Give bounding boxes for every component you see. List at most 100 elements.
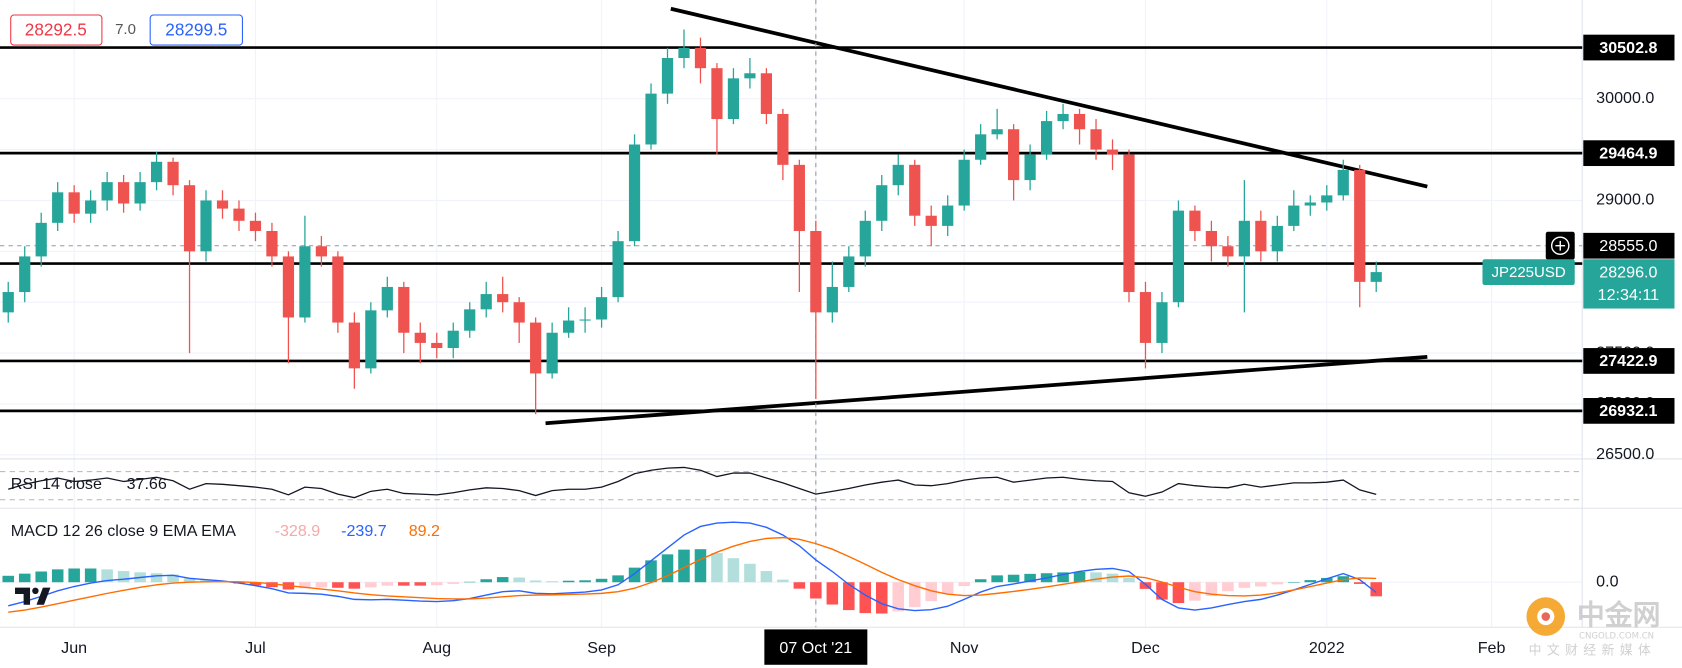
candle-body [563,320,575,333]
macd-histogram-bar [810,582,822,599]
candle-body [68,192,80,214]
macd-histogram-bar [1123,577,1135,583]
macd-histogram-bar [793,582,806,589]
watermark: 中金网 CNGOLD.COM.CN 中文财经新媒体 [1526,597,1661,658]
candle-body [167,161,179,186]
candle-body [925,215,937,226]
candle-body [711,68,723,120]
x-tick-label: Sep [587,639,616,657]
candle-body [134,182,146,204]
candle-body [909,164,921,216]
x-tick-label: Jun [61,639,87,657]
macd-histogram-bar [974,579,987,583]
candle-body [299,246,311,318]
macd-histogram-bar [117,571,130,583]
candle-body [975,134,987,160]
macd-histogram-bar [529,580,542,583]
symbol-box [1482,259,1575,285]
candle-body [1057,113,1069,122]
macd-histogram-bar [760,571,773,583]
candle-body [1238,220,1250,257]
spread: 7.0 [115,21,136,38]
macd-histogram-bar [744,563,756,583]
macd-histogram-bar [299,582,311,589]
candle-body [249,220,262,231]
macd-histogram-bar [1106,573,1119,583]
macd-histogram-bar [2,575,15,583]
candle-body [1370,272,1382,282]
candle-body [661,58,674,94]
candle-body [315,246,327,257]
candle-body [777,113,789,165]
macd-histogram-bar [991,575,1003,583]
candle-body [118,182,130,204]
candle-body [579,319,591,321]
candle-body [19,256,31,293]
candle-body [35,222,47,257]
crosshair-date-label: 07 Oct '21 [779,639,852,657]
candle-body [1040,121,1053,155]
candle-body [282,256,295,318]
candle-body [398,286,410,333]
signal-line [8,536,1377,613]
candle-body [1106,149,1119,155]
macd-histogram-bar [859,582,872,614]
tradingview-logo[interactable] [15,587,51,605]
macd-histogram-bar [612,575,624,583]
macd-histogram-bar [1353,582,1366,584]
macd-histogram-bar [1139,582,1152,589]
macd-histogram-bar [513,577,525,583]
macd-histogram-bar [1073,571,1086,583]
candle-body [530,322,542,374]
candle-body [1304,202,1316,206]
y-tick-label: 30000.0 [1596,89,1654,107]
macd-histogram-bar [1255,582,1267,587]
candle-body [1008,129,1020,181]
macd-title: MACD 12 26 close 9 EMA EMA [11,522,237,540]
macd-histogram-bar [1288,582,1300,583]
macd-histogram-bar [1271,582,1284,585]
x-tick-label: Nov [950,639,979,657]
macd-histogram-bar [958,582,970,587]
candle-body [183,185,196,252]
macd-histogram-bar [414,582,427,586]
macd-histogram-bar [398,582,410,586]
candle-body [233,208,245,221]
candle-body [1073,113,1086,130]
bid-price[interactable]: 28292.5 [25,20,87,40]
symbol-label: JP225USD [1491,264,1565,281]
candle-body [1271,225,1283,252]
trendline [670,6,1428,189]
candle-body [694,47,707,69]
macd-histogram-bar [249,582,262,586]
macd-histogram-bar [101,569,113,583]
macd-histogram-bar [463,581,476,583]
macd-histogram-bar [315,582,328,588]
macd-value: -239.7 [341,522,387,540]
candle-body [332,256,344,323]
candle-body [1222,246,1234,257]
candle-body [480,294,492,310]
ask-price[interactable]: 28299.5 [165,20,227,40]
candle-body [744,73,756,79]
candle-body [216,200,229,209]
candle-body [1205,230,1218,247]
macd-histogram-bar [480,579,492,583]
level-label: 26932.1 [1599,402,1657,420]
level-label-box [1583,34,1675,61]
macd-histogram-bar [381,582,394,586]
bid-box[interactable] [10,14,103,46]
watermark-domain: CNGOLD.COM.CN [1579,631,1654,641]
macd-histogram-bar [1321,577,1333,583]
candle-body [546,332,558,374]
level-label-box [1583,398,1675,424]
macd-histogram-bar [925,582,937,602]
candle-body [101,182,113,201]
candle-body [876,185,888,221]
candle-body [513,302,525,323]
macd-histogram-bar [843,582,855,611]
ask-box[interactable] [149,14,243,46]
